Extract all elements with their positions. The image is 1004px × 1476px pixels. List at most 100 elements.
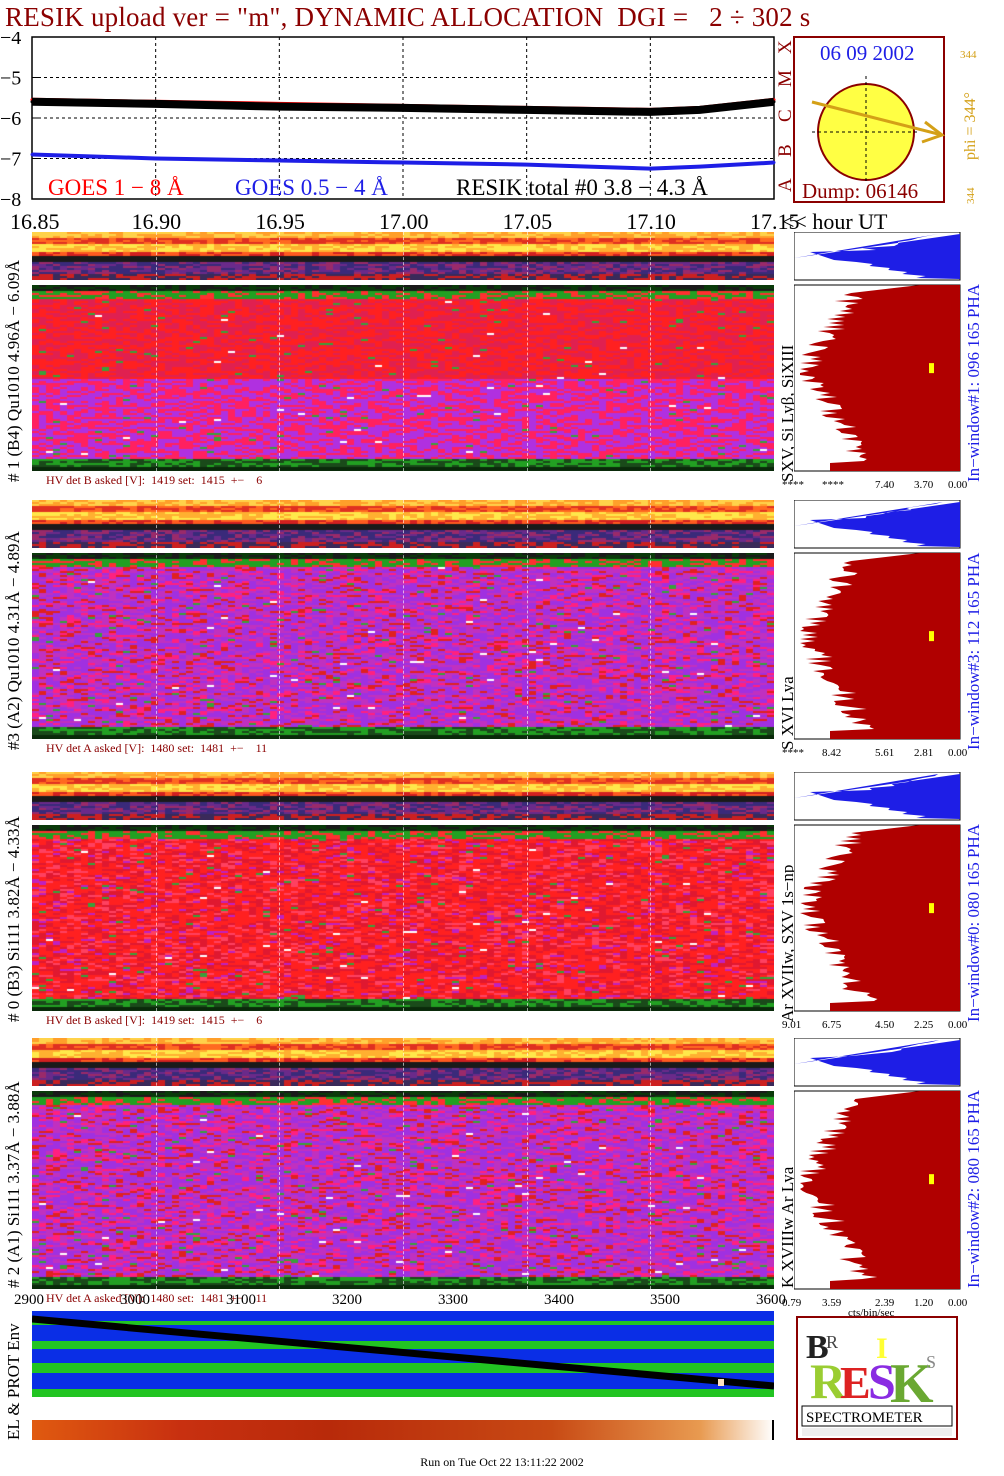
class-letter: B — [775, 144, 796, 157]
time-tick: 16.90 — [131, 209, 182, 234]
color-scale-end — [772, 1420, 774, 1440]
env-plot — [32, 1311, 774, 1401]
goes-series-2 — [31, 97, 775, 116]
pha-scale-label: 8.42 — [822, 747, 842, 759]
goes-point — [698, 165, 702, 169]
env-marker — [718, 1379, 724, 1386]
pha-histograms — [794, 772, 961, 1012]
pha-scale-label: 0.00 — [948, 479, 968, 491]
window-label: In−window#0: 080 165 PHA — [964, 823, 983, 1022]
heatmap-grid — [279, 500, 281, 739]
heatmap-grid — [155, 772, 157, 1011]
env-tick: 3000 — [120, 1292, 150, 1308]
footer: Run on Tue Oct 22 13:11:22 2002 — [420, 1455, 584, 1469]
goes-series — [30, 97, 776, 171]
pha-scale-label: **** — [782, 747, 804, 759]
svg-text:B: B — [806, 1329, 829, 1366]
phi-label: phi = 344° — [962, 92, 979, 160]
goes-point — [698, 108, 702, 112]
pha-scale-label: 2.81 — [914, 747, 934, 759]
phi-bottom: 344 — [965, 187, 977, 204]
pha-top-fill — [794, 1040, 960, 1085]
pha-top-fill — [794, 502, 960, 547]
goes-point — [648, 110, 652, 114]
hv-status: HV det A asked [V]: 1480 set: 1481 +− 11 — [46, 741, 268, 755]
env-tick: 3500 — [650, 1292, 680, 1308]
heatmap-grid — [526, 232, 528, 471]
pha-histograms — [794, 1038, 961, 1290]
pha-marker — [929, 631, 934, 642]
pha-scale-label: 0.00 — [948, 1297, 968, 1309]
env-band-5 — [32, 1397, 774, 1401]
pha-scale-label: 0.79 — [782, 1297, 802, 1309]
env-band-3 — [32, 1363, 774, 1373]
heatmap-grid — [155, 232, 157, 471]
legend-resik: RESIK total #0 3.8 − 4.3 Å — [456, 175, 708, 200]
window-label: In−window#2: 080 165 PHA — [964, 1089, 983, 1288]
pha-main-fill — [800, 825, 960, 1011]
heatmap-grid — [155, 500, 157, 739]
counts-unit: cts/bin/sec — [848, 1307, 895, 1319]
resik-logo: B R R E S K I S SPECTROMETER — [796, 1316, 958, 1440]
heatmap-grid — [650, 500, 652, 739]
pha-scale-label: 0.00 — [948, 747, 968, 759]
sun-date: 06 09 2002 — [820, 41, 915, 65]
goes-y-tick: −5 — [0, 68, 21, 90]
goes-point — [30, 152, 34, 156]
window-label: In−window#3: 112 165 PHA — [964, 552, 983, 750]
env-tick: 3300 — [438, 1292, 468, 1308]
pha-scale-label: 7.40 — [875, 479, 895, 491]
pha-scale-label: 3.59 — [822, 1297, 842, 1309]
pha-scale-label: 4.50 — [875, 1019, 895, 1031]
goes-point — [648, 167, 652, 171]
heatmap-grid — [526, 1038, 528, 1289]
time-tick: 16.85 — [10, 209, 60, 234]
pha-top-fill — [794, 234, 960, 279]
pha-top-fill — [794, 774, 960, 819]
pha-scale-label: 5.61 — [875, 747, 895, 759]
goes-y-ticks: −4 −5 −6 −7 −8 — [0, 32, 40, 211]
class-letter: X — [775, 40, 796, 54]
svg-text:S: S — [926, 1352, 936, 1372]
heatmap-grid — [279, 232, 281, 471]
goes-y-tick: −4 — [0, 32, 21, 49]
svg-text:E: E — [840, 1357, 871, 1408]
env-tick: 2900 — [14, 1292, 44, 1308]
goes-point — [525, 108, 529, 112]
env-tick: 3200 — [332, 1292, 362, 1308]
phi-top: 344 — [960, 49, 977, 61]
goes-grid — [32, 37, 774, 199]
env-label: EL & PROT Env — [4, 1323, 23, 1440]
pha-scale-label: 6.75 — [822, 1019, 842, 1031]
pha-scale-label: 1.20 — [914, 1297, 934, 1309]
goes-y-tick: −7 — [0, 149, 21, 171]
pha-main-fill — [800, 553, 960, 739]
goes-point — [277, 105, 281, 109]
heatmap-grid — [650, 772, 652, 1011]
page-title: RESIK upload ver = "m", DYNAMIC ALLOCATI… — [5, 2, 811, 32]
class-letter: M — [775, 70, 796, 87]
time-axis-unit: << hour UT — [782, 209, 888, 234]
legend-goes-long: GOES 1 − 8 Å — [48, 175, 184, 200]
logo-art: B R R E S K I S SPECTROMETER — [801, 1324, 953, 1436]
heatmap-grid — [526, 500, 528, 739]
class-letter: C — [775, 109, 796, 122]
pha-scale-label: 9.01 — [782, 1019, 802, 1031]
svg-text:R: R — [810, 1353, 847, 1409]
time-tick: 17.05 — [502, 209, 553, 234]
heatmap-grid — [526, 772, 528, 1011]
goes-point — [525, 163, 529, 167]
logo-caption: SPECTROMETER — [806, 1410, 923, 1426]
heatmap-grid — [279, 1038, 281, 1289]
pha-scale-label: 2.39 — [875, 1297, 895, 1309]
pha-marker — [929, 903, 934, 914]
env-trace — [32, 1315, 774, 1390]
env-tick: 3100 — [226, 1292, 256, 1308]
time-tick: 17.10 — [626, 209, 676, 234]
heatmap-grid — [279, 772, 281, 1011]
env-band-4 — [32, 1389, 774, 1397]
pha-scale-label: 0.00 — [948, 1019, 968, 1031]
pha-scale-label: **** — [822, 479, 844, 491]
goes-chart: −4 −5 −6 −7 −8 X M C B A GOES 1 − 8 Å GOES 0.5 −… — [0, 32, 979, 211]
time-tick: 17.15 — [750, 209, 800, 234]
